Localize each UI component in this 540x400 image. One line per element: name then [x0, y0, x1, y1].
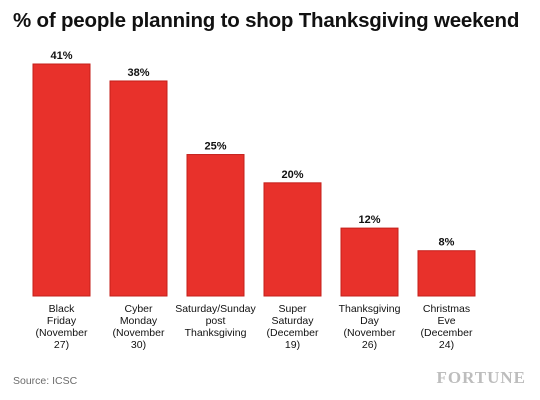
bar-value-label: 20%	[281, 169, 303, 181]
chart-title: % of people planning to shop Thanksgivin…	[13, 9, 520, 32]
bar-value-label: 8%	[439, 237, 455, 249]
bar-value-label: 38%	[127, 67, 149, 79]
bars-group	[32, 63, 476, 297]
bar-value-label: 25%	[204, 141, 226, 153]
bar	[186, 154, 245, 297]
brand-logo: FORTUNE	[436, 368, 526, 387]
bar	[417, 250, 476, 297]
category-label: Black Friday (November 27)	[36, 303, 88, 351]
bar-value-label: 41%	[50, 50, 72, 62]
value-labels-group: 41% 38% 25% 20% 12% 8%	[50, 50, 454, 249]
bar	[109, 80, 168, 297]
category-label: Christmas Eve (December 24)	[421, 303, 473, 351]
category-label: Cyber Monday (November 30)	[113, 303, 165, 351]
bar-value-label: 12%	[358, 214, 380, 226]
category-label: Saturday/Sunday post Thanksgiving	[175, 303, 256, 339]
source-note: Source: ICSC	[13, 375, 78, 387]
category-label: Thanksgiving Day (November 26)	[339, 303, 401, 351]
bar	[32, 63, 91, 297]
category-labels-group: Black Friday (November 27) Cyber Monday (Novem…	[36, 303, 473, 351]
bar	[263, 182, 322, 297]
bar	[340, 227, 399, 297]
category-label: Super Saturday (December 19)	[267, 303, 319, 351]
